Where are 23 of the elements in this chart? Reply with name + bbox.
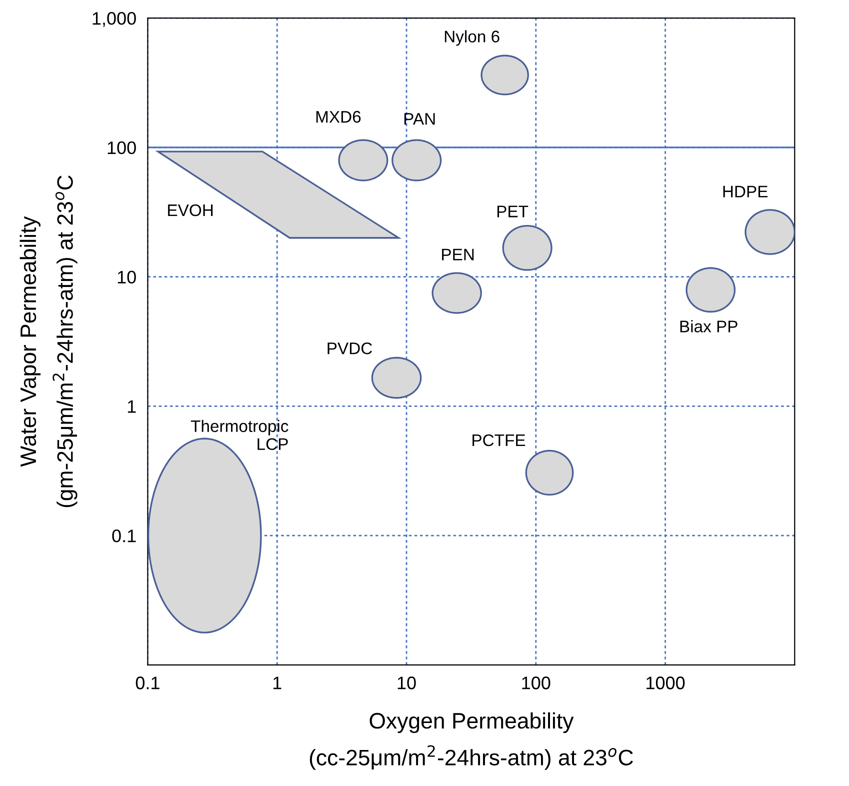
series-label: Nylon 6 <box>444 30 500 46</box>
y-tick-label: 1,000 <box>92 12 136 27</box>
y-tick-label: 100 <box>108 141 136 154</box>
series-label: HDPE <box>723 186 768 198</box>
x-tick-label: 0.1 <box>136 676 160 690</box>
y-tick-label: 0.1 <box>112 530 136 542</box>
series-label: PAN <box>404 113 435 125</box>
series-label: EVOH <box>168 204 213 216</box>
series-label: PCTFE <box>472 434 526 446</box>
y-axis-title: Water Vapor Permeability (gm-25μm/m$^{2}$-24hrs-atm) at 23$^{o}$C <box>20 175 78 508</box>
series-label: PET <box>497 206 528 218</box>
series-label: Thermotropic LCP <box>190 420 288 450</box>
series-label: MXD6 <box>316 110 361 123</box>
series-label: Biax PP <box>680 320 738 332</box>
y-tick-label: 1 <box>128 400 136 413</box>
y-tick-label: 10 <box>118 270 136 284</box>
x-tick-label: 1 <box>273 676 282 690</box>
x-tick-label: 100 <box>522 676 550 690</box>
series-label: PEN <box>442 248 474 260</box>
x-axis-title: Oxygen Permeability (cc-25μm/m$^{2}$-24hrs-atm) at 23$^{o}$C <box>310 712 633 770</box>
x-tick-label: 10 <box>398 676 416 690</box>
x-tick-label: 1000 <box>646 676 685 690</box>
series-label: PVDC <box>328 342 372 354</box>
